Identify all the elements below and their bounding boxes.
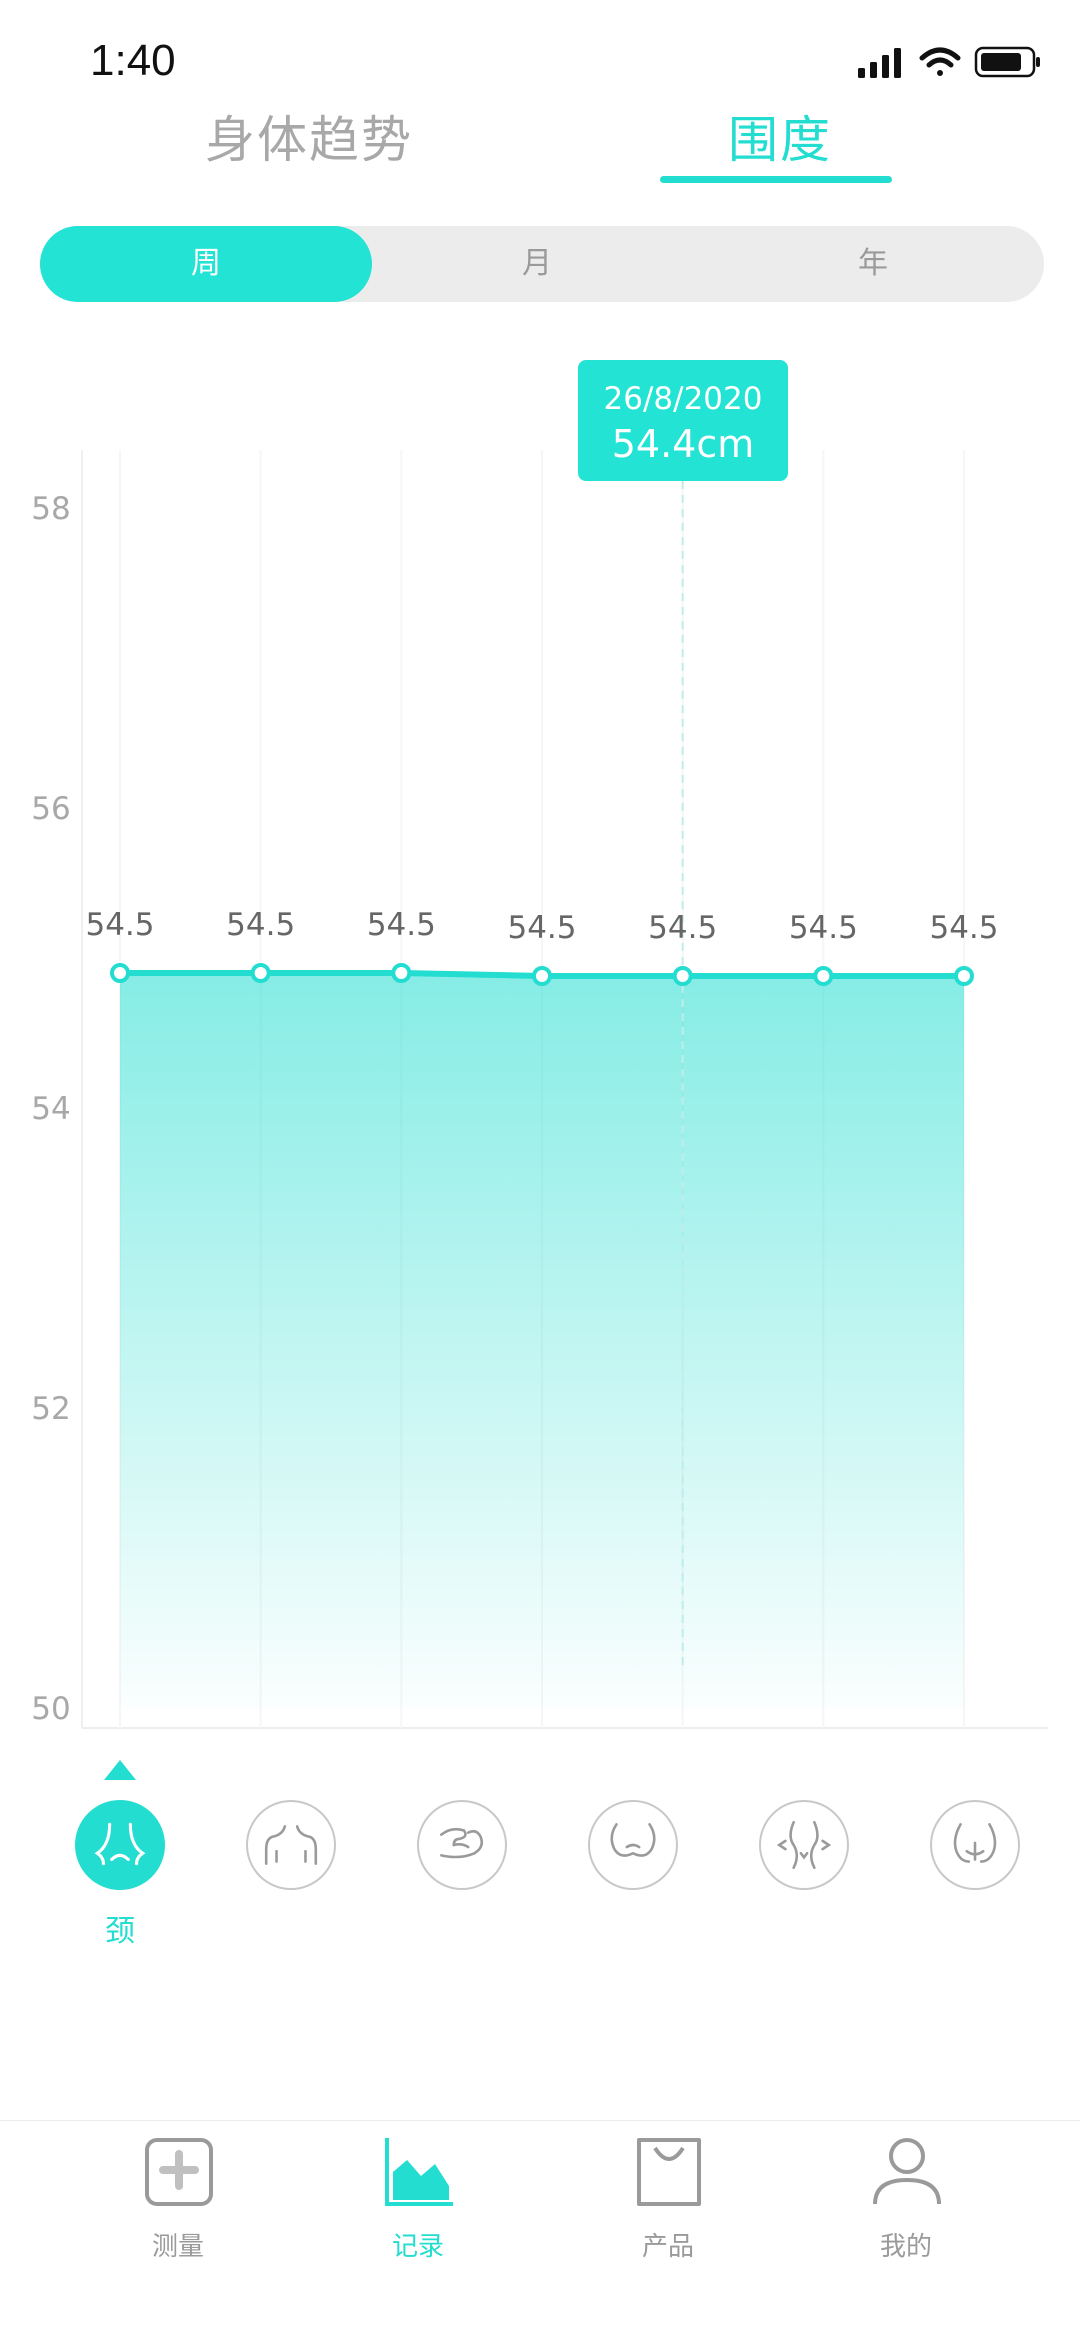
y-tick-label: 58 <box>31 491 70 527</box>
wifi-icon <box>919 47 961 76</box>
data-point[interactable] <box>532 966 552 986</box>
waist-icon <box>776 1820 832 1870</box>
data-label: 54.5 <box>507 910 576 946</box>
selected-part-label: 颈 <box>105 1914 135 1949</box>
data-point[interactable] <box>813 966 834 986</box>
nav-measure[interactable]: 测量 <box>98 2130 258 2262</box>
tab-girth[interactable]: 围度 <box>728 111 832 169</box>
measure-plus-icon <box>145 2138 213 2206</box>
tooltip-box <box>578 360 788 481</box>
nav-products-label: 产品 <box>641 2232 694 2262</box>
data-label: 54.5 <box>85 907 154 943</box>
record-chart-icon <box>385 2138 453 2206</box>
data-point[interactable] <box>250 963 271 983</box>
nav-measure-label: 测量 <box>151 2232 204 2262</box>
y-tick-label: 54 <box>31 1091 70 1127</box>
part-hip-button[interactable] <box>930 1800 1020 1890</box>
tab-body-trend[interactable]: 身体趋势 <box>205 111 413 169</box>
y-tick-label: 52 <box>31 1391 70 1427</box>
part-arm-button[interactable] <box>417 1800 507 1890</box>
active-tab-indicator <box>660 176 892 183</box>
arm-icon <box>440 1827 484 1859</box>
area-fill <box>120 973 964 1708</box>
status-icons <box>858 46 1040 78</box>
nav-profile-label: 我的 <box>879 2232 932 2262</box>
tooltip-value: 54.4cm <box>612 422 755 466</box>
part-waist-button[interactable] <box>759 1800 849 1890</box>
data-label: 54.5 <box>226 907 295 943</box>
nav-record[interactable]: 记录 <box>338 2130 498 2262</box>
part-neck-button[interactable] <box>75 1800 165 1890</box>
y-tick-label: 50 <box>31 1691 70 1727</box>
data-label: 54.5 <box>648 910 717 946</box>
battery-icon <box>974 46 1040 78</box>
signal-icon <box>858 48 901 78</box>
value-tooltip: 26/8/2020 54.4cm <box>578 360 788 481</box>
period-month-button[interactable]: 月 <box>522 246 552 281</box>
data-point[interactable] <box>954 966 974 986</box>
nav-divider <box>0 2120 1080 2121</box>
data-point[interactable] <box>110 963 130 983</box>
y-tick-label: 56 <box>31 791 70 827</box>
profile-icon <box>873 2138 941 2205</box>
nav-products[interactable]: 产品 <box>588 2130 748 2262</box>
part-shoulder-button[interactable] <box>246 1800 336 1890</box>
data-point[interactable] <box>391 963 412 983</box>
hip-icon <box>953 1823 997 1863</box>
shoulder-icon <box>264 1825 318 1865</box>
status-time: 1:40 <box>90 36 176 85</box>
selected-part-indicator <box>104 1760 136 1780</box>
neck-icon <box>94 1822 146 1866</box>
product-bag-icon <box>637 2138 701 2206</box>
data-label: 54.5 <box>929 910 998 946</box>
data-label: 54.5 <box>367 907 436 943</box>
tooltip-date: 26/8/2020 <box>604 381 763 417</box>
data-label: 54.5 <box>789 910 858 946</box>
nav-profile[interactable]: 我的 <box>826 2130 986 2262</box>
part-chest-button[interactable] <box>588 1800 678 1890</box>
chest-icon <box>610 1823 656 1857</box>
period-week-button[interactable]: 周 <box>40 226 372 302</box>
period-year-button[interactable]: 年 <box>858 246 888 281</box>
data-point[interactable] <box>672 966 693 986</box>
nav-record-label: 记录 <box>391 2232 444 2262</box>
